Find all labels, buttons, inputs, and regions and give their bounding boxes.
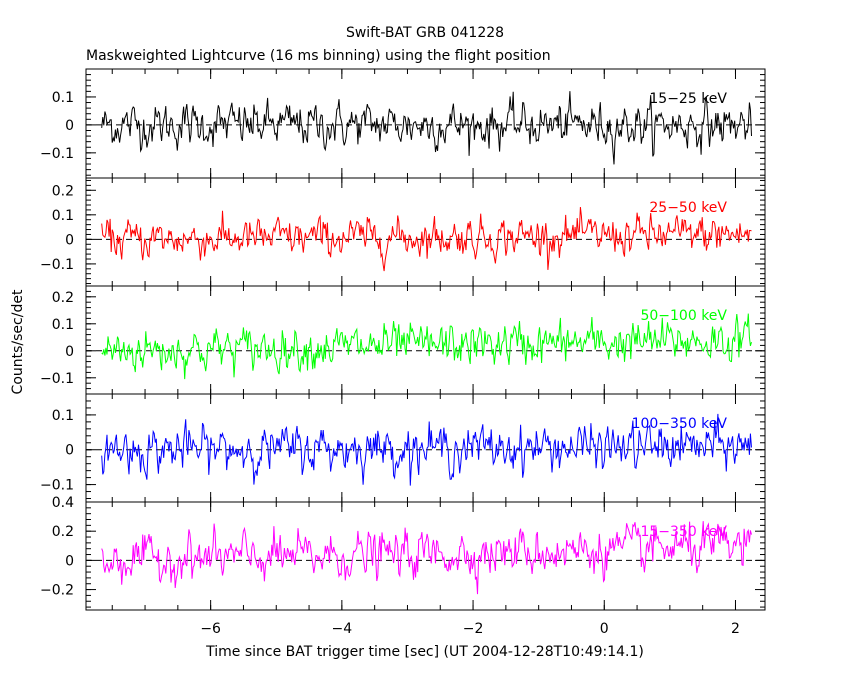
y-tick-label: 0.1 xyxy=(52,90,74,106)
y-tick-label: 0.1 xyxy=(52,408,74,424)
y-tick-label: 0.1 xyxy=(52,208,74,224)
y-tick-label: −0.2 xyxy=(40,583,74,599)
y-tick-label: 0 xyxy=(65,118,74,134)
series-line xyxy=(101,413,752,486)
panel-3: 50−100 keV −0.1 0 0.1 0.2 xyxy=(40,285,766,395)
panel-energy-label: 15−350 keV xyxy=(640,524,727,540)
y-tick-label: −0.1 xyxy=(40,478,74,494)
x-axis-label: Time since BAT trigger time [sec] (UT 20… xyxy=(205,644,644,660)
panel-frame xyxy=(85,501,766,611)
y-tick-label: 0 xyxy=(65,443,74,459)
chart-title: Swift-BAT GRB 041228 xyxy=(346,25,504,41)
y-tick-label: 0.2 xyxy=(52,524,74,540)
y-tick-label: −0.1 xyxy=(40,257,74,273)
y-tick-label: 0 xyxy=(65,553,74,569)
panel-5: 15−350 keV −0.2 0 0.2 0.4 xyxy=(40,495,766,611)
panel-energy-label: 50−100 keV xyxy=(640,308,727,324)
panel-energy-label: 15−25 keV xyxy=(649,91,727,107)
panels-group: 15−25 keV−0.100.125−50 keV−0.100.10.250−… xyxy=(40,68,766,637)
series-line xyxy=(101,91,752,165)
panel-2: 25−50 keV −0.1 0 0.1 0.2 xyxy=(40,177,766,287)
chart-subtitle: Maskweighted Lightcurve (16 ms binning) … xyxy=(86,48,551,64)
y-axis-label: Counts/sec/det xyxy=(10,289,26,394)
panel-energy-label: 25−50 keV xyxy=(649,200,727,216)
series-line xyxy=(101,521,752,595)
panel-energy-label: 100−350 keV xyxy=(632,416,728,432)
x-tick-label: −2 xyxy=(463,621,484,637)
panel-1: 15−25 keV −0.1 0 0.1 xyxy=(40,68,766,179)
y-tick-label: 0 xyxy=(65,232,74,248)
y-tick-label: 0.2 xyxy=(52,290,74,306)
panel-4: 100−350 keV −0.1 0 0.1 xyxy=(40,393,766,503)
x-tick-label: −4 xyxy=(332,621,353,637)
y-tick-label: 0.2 xyxy=(52,183,74,199)
y-tick-label: −0.1 xyxy=(40,146,74,162)
panel-frame xyxy=(85,68,766,179)
x-tick-label: 2 xyxy=(731,621,740,637)
y-tick-label: 0 xyxy=(65,344,74,360)
series-line xyxy=(101,313,752,380)
series-line xyxy=(101,206,752,272)
y-tick-label: 0.4 xyxy=(52,495,74,511)
x-tick-label: 0 xyxy=(600,621,609,637)
x-tick-label: −6 xyxy=(200,621,221,637)
y-tick-label: −0.1 xyxy=(40,371,74,387)
y-tick-label: 0.1 xyxy=(52,317,74,333)
